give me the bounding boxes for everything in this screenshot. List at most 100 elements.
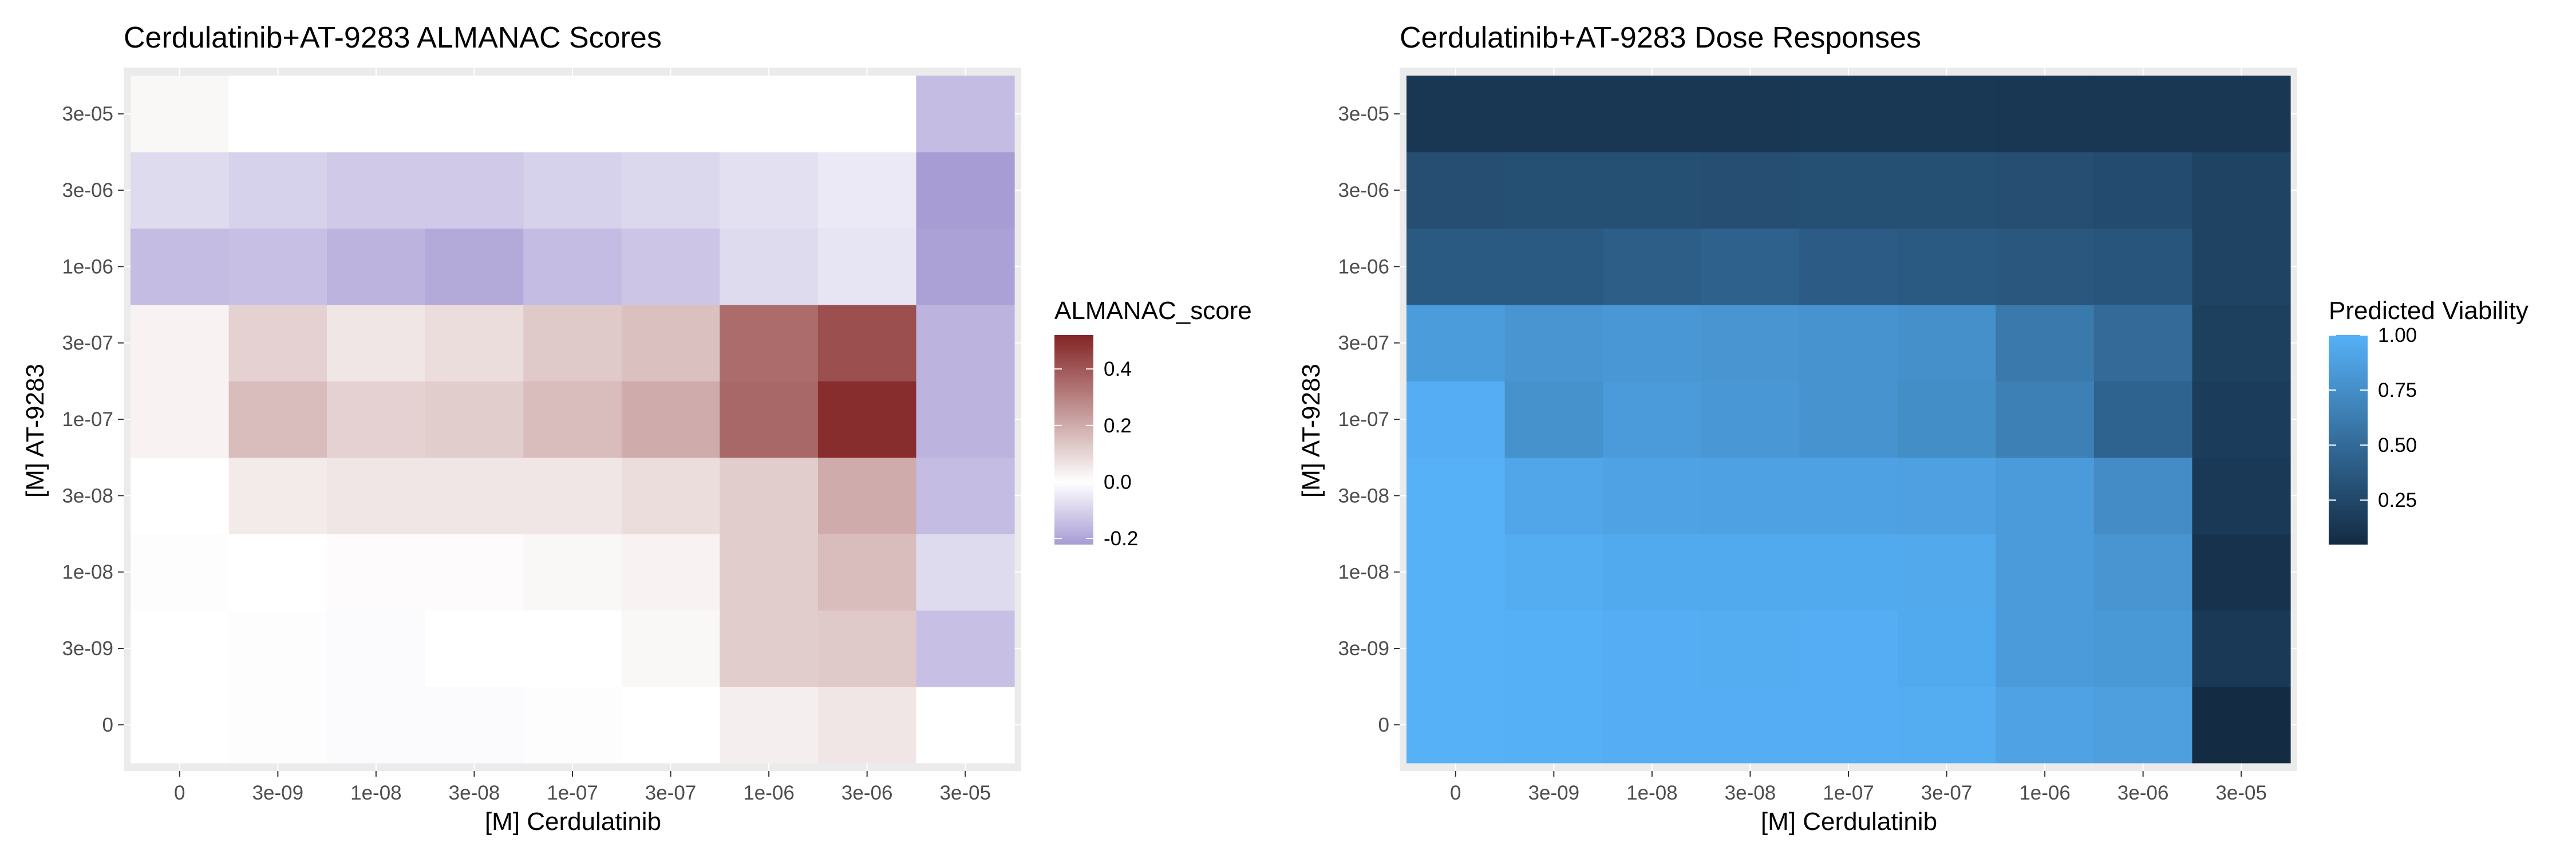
legend-gradient-step [2329, 371, 2368, 375]
heatmap-cell [2192, 686, 2291, 763]
heatmap-cell [621, 305, 720, 381]
heatmap-cell [1799, 534, 1898, 611]
legend-gradient-step [1054, 442, 1093, 446]
heatmap-cell [425, 305, 524, 381]
heatmap-cell [425, 534, 524, 611]
legend-gradient-step [1054, 371, 1093, 375]
legend-gradient-step [2329, 447, 2368, 451]
legend-gradient-step [2329, 528, 2368, 532]
heatmap-cell [425, 152, 524, 229]
heatmap-cells [131, 76, 1015, 763]
legend-gradient-step [2329, 458, 2368, 461]
legend-gradient-step [1054, 497, 1093, 501]
heatmap-cell [1996, 610, 2095, 687]
heatmap-cell [228, 305, 327, 381]
heatmap-cell [131, 686, 230, 763]
legend-gradient-step [1054, 400, 1093, 404]
heatmap-cell [228, 457, 327, 534]
legend-gradient-step [2329, 403, 2368, 406]
x-tick-label: 3e-05 [939, 782, 991, 804]
legend-gradient-step [2329, 335, 2368, 338]
x-tick-label: 1e-08 [350, 782, 402, 804]
heatmap-cell [1701, 305, 1800, 381]
heatmap-cell [425, 686, 524, 763]
legend-tick-label: 0.25 [2378, 489, 2417, 511]
legend-gradient-step [1054, 486, 1093, 490]
legend-gradient-step [2329, 384, 2368, 388]
legend-gradient-step [2329, 450, 2368, 454]
legend-gradient-step [1054, 348, 1093, 352]
y-tick-label: 1e-08 [1338, 561, 1389, 584]
legend-gradient-step [1054, 460, 1093, 464]
heatmap-cell [2192, 152, 2291, 229]
legend-gradient-step [2329, 369, 2368, 372]
legend-gradient-step [2329, 452, 2368, 456]
y-tick-label: 3e-08 [62, 485, 113, 507]
x-axis-label: [M] Cerdulatinib [1761, 808, 1937, 836]
legend-gradient-step [1054, 476, 1093, 479]
legend-gradient-step [1054, 337, 1093, 341]
legend-gradient-step [2329, 497, 2368, 501]
chart-dose-response: Cerdulatinib+AT-9283 Dose Responses 0 3e-… [1297, 21, 2528, 836]
heatmap-cell [720, 457, 819, 534]
legend-gradient-step [2329, 389, 2368, 393]
heatmap-cell [2192, 76, 2291, 152]
heatmap-cell [131, 76, 230, 152]
heatmap-cell [131, 457, 230, 534]
heatmap-cell [720, 610, 819, 687]
heatmap-cell [720, 381, 819, 458]
heatmap-cell [1897, 534, 1996, 611]
legend-gradient-step [1054, 392, 1093, 396]
heatmap-cell [1406, 610, 1506, 687]
legend-gradient-step [2329, 507, 2368, 511]
legend-gradient-step [2329, 348, 2368, 352]
x-tick-label: 1e-07 [1823, 782, 1874, 804]
legend-gradient-step [1054, 518, 1093, 521]
heatmap-cell [2093, 305, 2193, 381]
legend-gradient-step [2329, 406, 2368, 409]
legend-gradient-step [1054, 510, 1093, 514]
legend-gradient-step [1054, 397, 1093, 401]
heatmap-cell [1996, 381, 2095, 458]
legend-gradient-step [2329, 434, 2368, 438]
legend-gradient-step [1054, 466, 1093, 469]
legend-gradient-step [2329, 343, 2368, 347]
legend-gradient-step [1054, 389, 1093, 393]
heatmap-cell [916, 457, 1015, 534]
heatmap-cell [621, 457, 720, 534]
heatmap-cell [621, 152, 720, 229]
heatmap-cell [131, 534, 230, 611]
heatmap-cell [1406, 76, 1506, 152]
legend-gradient-step [2329, 387, 2368, 391]
legend-gradient-step [1054, 455, 1093, 459]
legend-gradient-step [2329, 424, 2368, 427]
heatmap-cell [817, 686, 917, 763]
legend-gradient-step [1054, 528, 1093, 532]
heatmap-cell [1701, 76, 1800, 152]
legend-gradient-step [1054, 335, 1093, 338]
x-tick-label: 1e-06 [743, 782, 795, 804]
heatmap-cell [228, 534, 327, 611]
legend-gradient-step [1054, 345, 1093, 349]
x-tick-label: 3e-05 [2215, 782, 2267, 804]
heatmap-cell [1406, 228, 1506, 305]
heatmap-cell [1799, 610, 1898, 687]
legend-gradient-step [2329, 395, 2368, 399]
heatmap-cell [621, 381, 720, 458]
legend-gradient-step [2329, 408, 2368, 412]
heatmap-cell [916, 152, 1015, 229]
y-tick-label: 1e-07 [1338, 408, 1389, 431]
y-tick-label: 0 [1378, 714, 1389, 736]
legend-gradient-step [1054, 502, 1093, 506]
heatmap-cell [2192, 305, 2291, 381]
heatmap-cell [1701, 686, 1800, 763]
heatmap-cell [2093, 152, 2193, 229]
heatmap-cell [817, 457, 917, 534]
heatmap-cells [1406, 76, 2291, 763]
heatmap-cell [1603, 381, 1702, 458]
legend-gradient-step [1054, 447, 1093, 451]
heatmap-cell [720, 305, 819, 381]
heatmap-cell [1701, 228, 1800, 305]
legend-gradient-step [2329, 520, 2368, 524]
legend-gradient-step [1054, 491, 1093, 495]
